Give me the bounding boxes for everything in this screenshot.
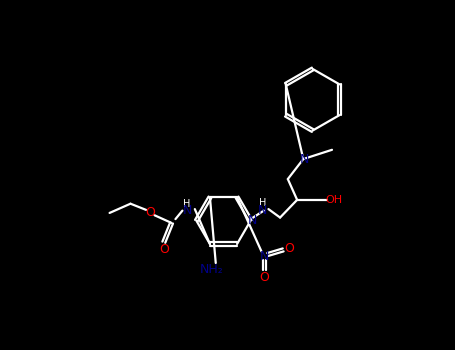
Text: H: H: [258, 198, 266, 208]
Text: O: O: [260, 271, 269, 284]
Text: N: N: [248, 214, 257, 227]
Text: O: O: [159, 243, 169, 256]
Text: O: O: [145, 206, 155, 219]
Text: O: O: [284, 242, 294, 255]
Text: N: N: [258, 204, 267, 217]
Text: H: H: [183, 199, 191, 209]
Text: N: N: [260, 250, 269, 262]
Text: N: N: [182, 204, 192, 217]
Text: N: N: [300, 153, 309, 166]
Text: NH₂: NH₂: [200, 262, 224, 276]
Text: OH: OH: [326, 195, 343, 205]
